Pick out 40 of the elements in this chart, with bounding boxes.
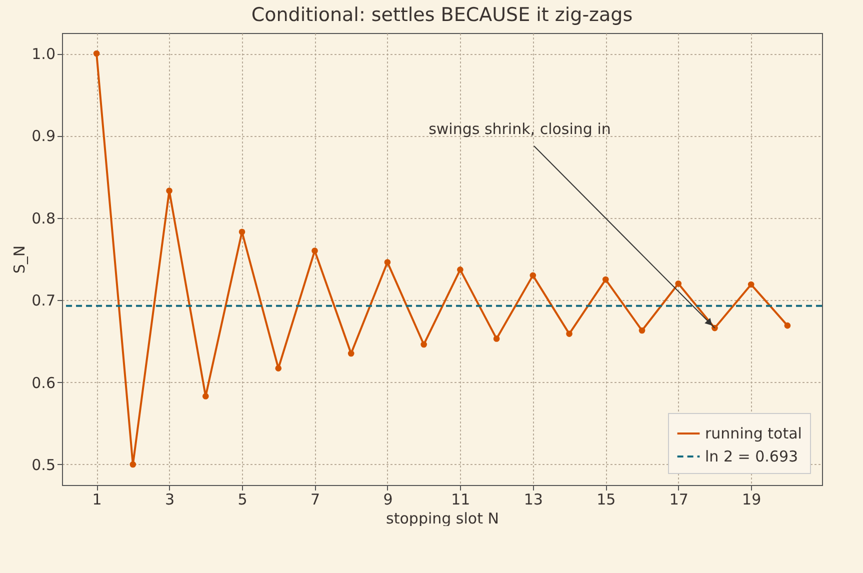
y-tick-label: 0.8 [32,209,56,228]
x-tick-label: 17 [669,490,688,508]
point [166,188,172,194]
point [784,322,791,329]
point [638,327,646,334]
y-axis-title: S_N [10,245,29,274]
point [130,461,136,468]
y-tick-label: 1.0 [32,45,56,64]
point [602,276,609,283]
point [566,330,572,337]
x-tick-label: 5 [238,490,248,508]
y-tick-label: 0.9 [32,127,56,146]
point [238,228,246,236]
chart-title: Conditional: settles BECAUSE it zig-zags [251,4,633,26]
x-tick-label: 15 [596,490,616,508]
point [493,336,500,342]
y-tick-label: 0.5 [32,456,56,474]
annotation: swings shrink, closing in [428,120,611,138]
x-tick-label: 19 [742,490,762,508]
point [530,272,536,279]
point [275,365,282,372]
x-tick-label: 3 [165,490,175,508]
x-tick-label: 7 [310,490,320,508]
point [202,393,209,400]
point [420,341,427,348]
legend-label: ln 2 = 0.693 [705,448,798,466]
x-tick-label: 9 [383,490,393,508]
point [748,281,754,288]
x-tick-label: 11 [451,490,470,508]
y-tick-label: 0.7 [32,292,56,310]
x-tick-label: 1 [92,490,102,508]
point [384,259,391,266]
point [675,280,682,287]
legend-label: running total [705,424,802,442]
point [93,50,100,57]
x-tick-label: 13 [524,490,543,508]
point [348,350,354,357]
y-tick-label: 0.6 [32,374,56,392]
point [457,266,464,273]
point [312,248,318,254]
